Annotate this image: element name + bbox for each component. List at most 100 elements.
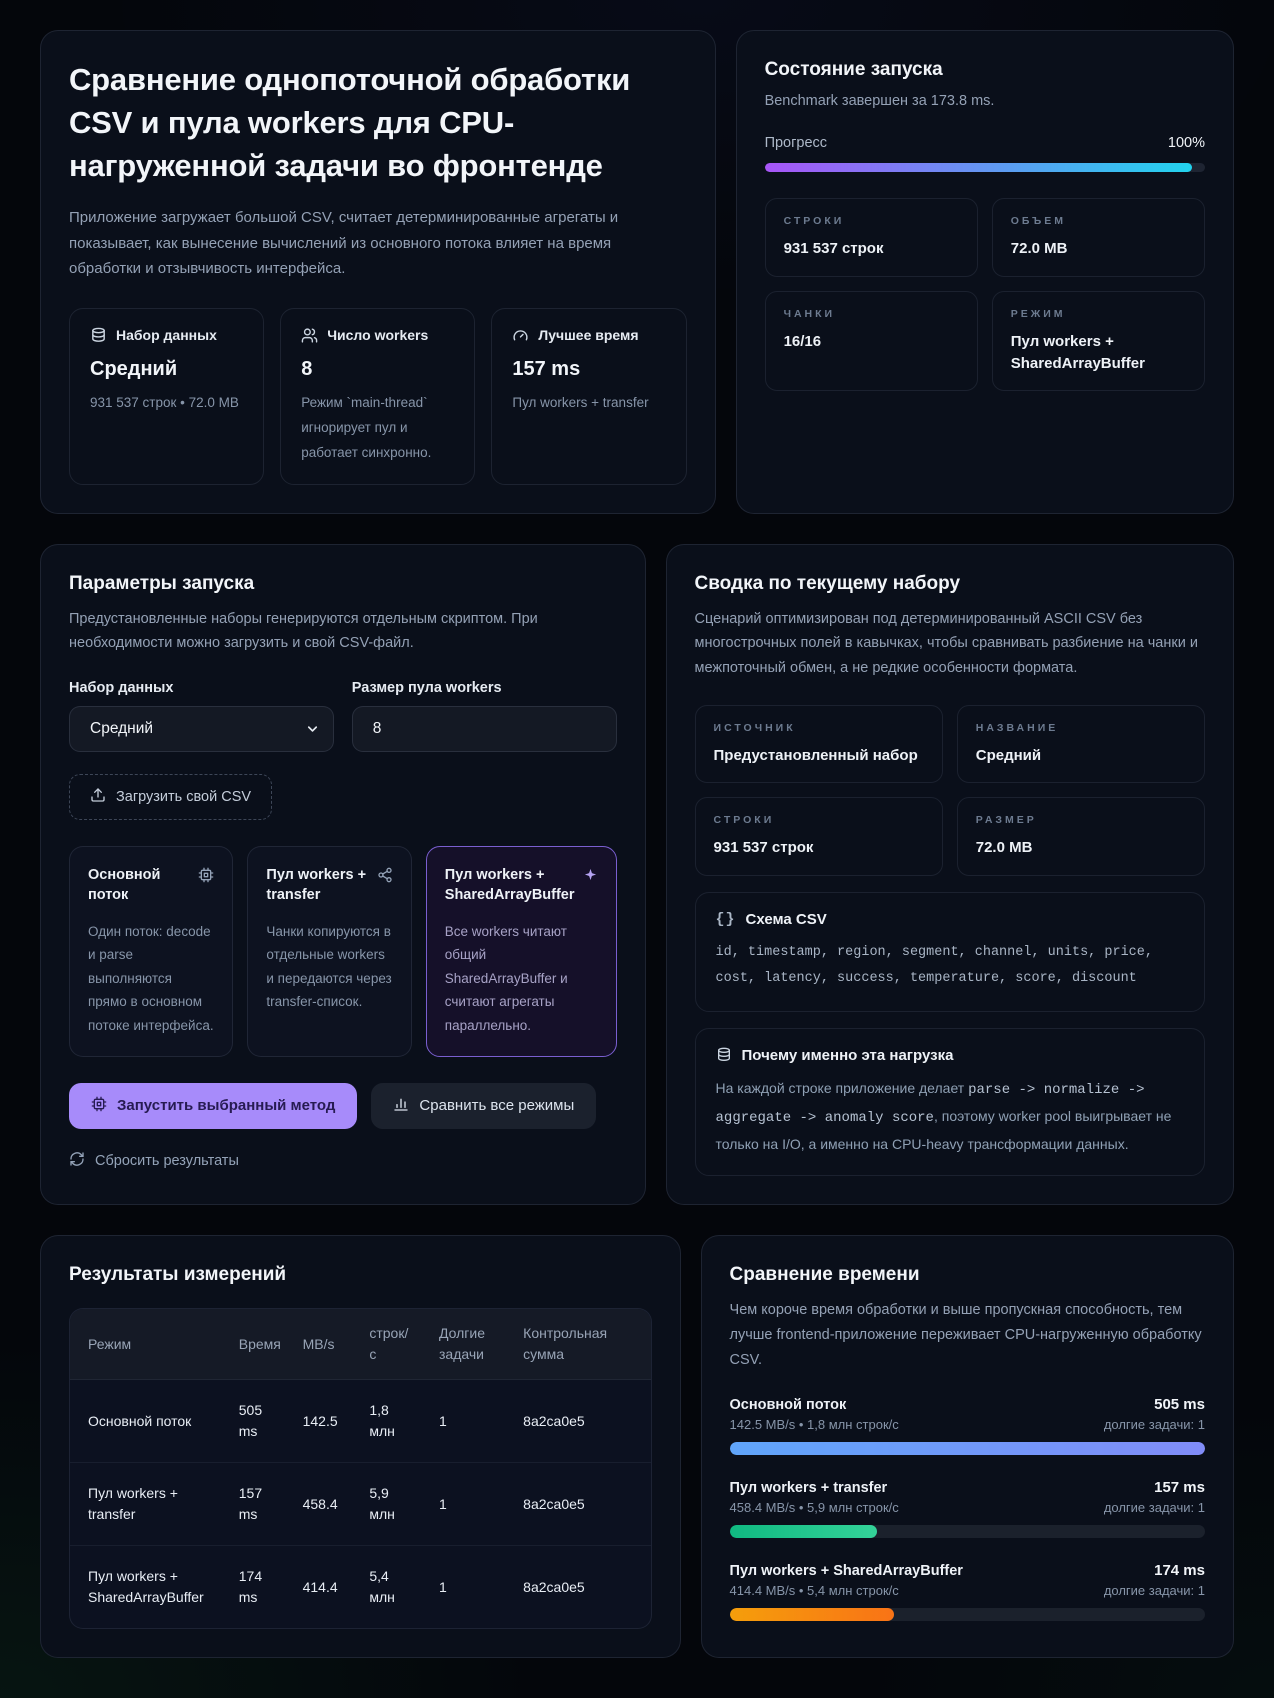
method-title: Пул workers + SharedArrayBuffer: [444, 866, 575, 904]
method-card-main-thread[interactable]: Основной поток Один поток: decode и pars…: [69, 845, 234, 1057]
pool-size-input[interactable]: [351, 705, 617, 752]
progress-label: Прогресс: [764, 135, 828, 151]
comparison-description: Чем короче время обработки и выше пропус…: [729, 1302, 1202, 1368]
status-stat-chunks: ЧАНКИ 16/16: [764, 290, 978, 392]
run-status-subtitle: Benchmark завершен за 173.8 ms.: [764, 93, 995, 109]
bar-fill: [729, 1608, 894, 1622]
share-nodes-icon: [377, 867, 393, 883]
bar-chart-icon: [393, 1096, 409, 1116]
table-row: Основной поток 505 ms 142.5 1,8 млн 1 8a…: [70, 1379, 651, 1463]
why-text: На каждой строке приложение делает parse…: [715, 1079, 1172, 1152]
comparison-row-workers-transfer: Пул workers + transfer 157 ms 458.4 MB/s…: [729, 1479, 1205, 1539]
stat-value: 931 537 строк: [783, 240, 884, 257]
method-description: Все workers читают общий SharedArrayBuff…: [444, 923, 568, 1034]
database-icon: [90, 327, 107, 344]
params-title: Параметры запуска: [69, 572, 255, 594]
summary-stat-rows: СТРОКИ 931 537 строк: [694, 797, 943, 877]
summary-title: Сводка по текущему набору: [694, 572, 961, 594]
page-description: Приложение загружает большой CSV, считае…: [69, 209, 619, 278]
cpu-icon: [198, 867, 214, 883]
users-icon: [301, 327, 318, 344]
workload-why-box: Почему именно эта нагрузка На каждой стр…: [694, 1027, 1205, 1177]
page-title: Сравнение однопоточной обработки CSV и п…: [69, 62, 631, 183]
hero-stats: Набор данных Средний 931 537 строк • 72.…: [69, 307, 687, 485]
stat-label: СТРОКИ: [713, 814, 775, 827]
cell-long-tasks: 1: [427, 1379, 512, 1463]
cell-checksum: 8a2ca0e5: [511, 1379, 651, 1463]
dataset-summary-card: Сводка по текущему набору Сценарий оптим…: [665, 543, 1234, 1206]
reset-results-button[interactable]: Сбросить результаты: [69, 1151, 617, 1171]
cell-checksum: 8a2ca0e5: [511, 1462, 651, 1546]
cpu-icon: [91, 1096, 107, 1116]
stat-value: 72.0 MB: [1010, 240, 1068, 257]
bar-fill: [729, 1525, 877, 1539]
results-table: Режим Время MB/s строк/с Долгие задачи К…: [69, 1308, 652, 1630]
pool-size-label: Размер пула workers: [351, 679, 502, 696]
run-status-card: Состояние запуска Benchmark завершен за …: [735, 30, 1234, 514]
hero-stat-note: 931 537 строк • 72.0 MB: [90, 394, 239, 410]
upload-csv-button[interactable]: Загрузить свой CSV: [69, 773, 273, 820]
bar-time: 157 ms: [1154, 1479, 1205, 1497]
hero-stat-note: Пул workers + transfer: [512, 394, 649, 410]
stat-label: РАЗМЕР: [975, 814, 1037, 827]
compare-all-button[interactable]: Сравнить все режимы: [371, 1082, 597, 1129]
bar-long-tasks: долгие задачи: 1: [1103, 1500, 1205, 1516]
run-method-button[interactable]: Запустить выбранный метод: [69, 1082, 358, 1129]
refresh-icon: [69, 1151, 85, 1171]
params-description: Предустановленные наборы генерируются от…: [69, 610, 538, 652]
schema-title: Схема CSV: [745, 911, 827, 929]
progress-bar-fill: [764, 163, 1192, 172]
run-status-title: Состояние запуска: [764, 59, 943, 80]
bar-long-tasks: долгие задачи: 1: [1103, 1583, 1205, 1599]
summary-stat-source: ИСТОЧНИК Предустановленный набор: [694, 704, 943, 784]
bar-track: [729, 1608, 1205, 1622]
cell-mode: Пул workers + SharedArrayBuffer: [70, 1545, 227, 1629]
table-header-row: Режим Время MB/s строк/с Долгие задачи К…: [70, 1309, 651, 1380]
progress-percent: 100%: [1167, 135, 1205, 151]
column-header: Контрольная сумма: [511, 1309, 651, 1380]
stat-label: ИСТОЧНИК: [713, 721, 796, 734]
hero-stat-value: 8: [301, 357, 313, 380]
method-title: Основной поток: [88, 866, 161, 904]
cell-long-tasks: 1: [427, 1462, 512, 1546]
status-stat-rows: СТРОКИ 931 537 строк: [764, 198, 978, 277]
stat-value: 931 537 строк: [713, 839, 814, 857]
summary-description: Сценарий оптимизирован под детерминирова…: [694, 610, 1198, 676]
stat-value: Предустановленный набор: [713, 746, 918, 764]
stat-label: ЧАНКИ: [783, 307, 836, 320]
stat-value: 16/16: [783, 332, 822, 350]
status-stat-volume: ОБЪЕМ 72.0 MB: [991, 198, 1205, 277]
bar-label: Пул workers + transfer: [729, 1480, 888, 1497]
stat-value: Пул workers + SharedArrayBuffer: [1010, 332, 1145, 372]
comparison-row-workers-sab: Пул workers + SharedArrayBuffer 174 ms 4…: [729, 1562, 1205, 1622]
column-header: строк/с: [357, 1309, 427, 1380]
method-card-workers-transfer[interactable]: Пул workers + transfer Чанки копируются …: [247, 845, 412, 1057]
bar-label: Пул workers + SharedArrayBuffer: [729, 1563, 963, 1580]
hero-stat-value: 157 ms: [512, 357, 581, 380]
run-params-card: Параметры запуска Предустановленные набо…: [40, 543, 646, 1206]
database-icon: [716, 1047, 732, 1063]
sparkle-icon: [583, 867, 598, 882]
method-description: Один поток: decode и parse выполняются п…: [88, 923, 214, 1034]
stat-value: 72.0 MB: [975, 839, 1033, 857]
time-comparison-card: Сравнение времени Чем короче время обраб…: [700, 1235, 1234, 1659]
cell-mbs: 458.4: [290, 1462, 358, 1546]
hero-stat-workers: Число workers 8 Режим `main-thread` игно…: [280, 307, 476, 485]
method-card-workers-sab[interactable]: Пул workers + SharedArrayBuffer Все work…: [425, 845, 617, 1057]
stat-value: Средний: [975, 746, 1042, 764]
summary-stat-size: РАЗМЕР 72.0 MB: [956, 797, 1205, 877]
bar-fill: [729, 1442, 1205, 1456]
dataset-select[interactable]: Средний: [69, 705, 334, 752]
method-description: Чанки копируются в отдельные workers и п…: [266, 923, 392, 1010]
upload-icon: [90, 787, 106, 807]
column-header: Долгие задачи: [427, 1309, 512, 1380]
hero-stat-dataset: Набор данных Средний 931 537 строк • 72.…: [69, 307, 265, 485]
bar-time: 174 ms: [1154, 1562, 1205, 1580]
cell-rows-per-s: 1,8 млн: [357, 1379, 427, 1463]
schema-code: id, timestamp, region, segment, channel,…: [715, 945, 1153, 987]
method-title: Пул workers + transfer: [266, 866, 367, 904]
hero-stat-value: Средний: [90, 357, 178, 380]
results-title: Результаты измерений: [69, 1264, 287, 1286]
stat-label: НАЗВАНИЕ: [975, 721, 1059, 734]
